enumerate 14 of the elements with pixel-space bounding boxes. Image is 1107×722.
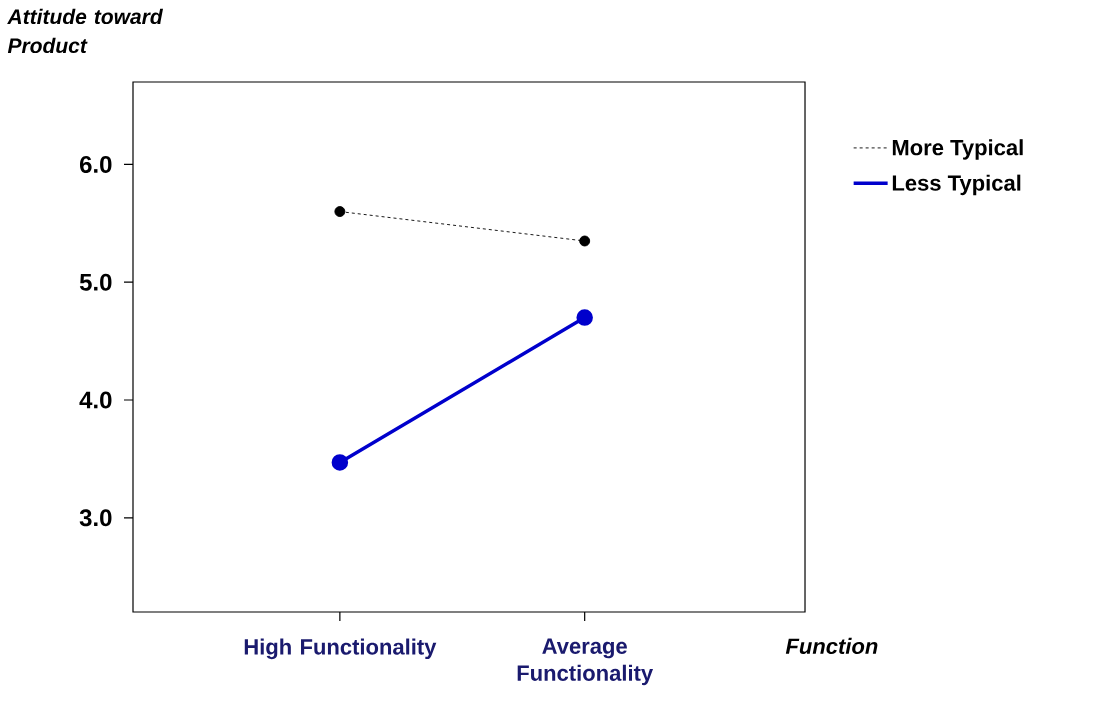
y-axis-title: Attitude toward Product — [7, 8, 164, 54]
x-axis-title: Function — [785, 637, 878, 654]
x-tick-label: Average Functionality — [517, 638, 654, 686]
x-tick-label: High Functionality — [244, 638, 437, 660]
y-tick-label: 4.0 — [79, 391, 112, 409]
legend-label: More Typical — [892, 139, 1023, 160]
y-tick-label: 5.0 — [79, 273, 112, 291]
legend-label: Less Typical — [892, 174, 1021, 196]
point — [576, 309, 593, 326]
point — [334, 206, 346, 217]
point — [579, 235, 591, 247]
y-tick-label: 6.0 — [79, 155, 112, 173]
point — [331, 454, 349, 471]
y-tick-label: 3.0 — [79, 509, 112, 527]
